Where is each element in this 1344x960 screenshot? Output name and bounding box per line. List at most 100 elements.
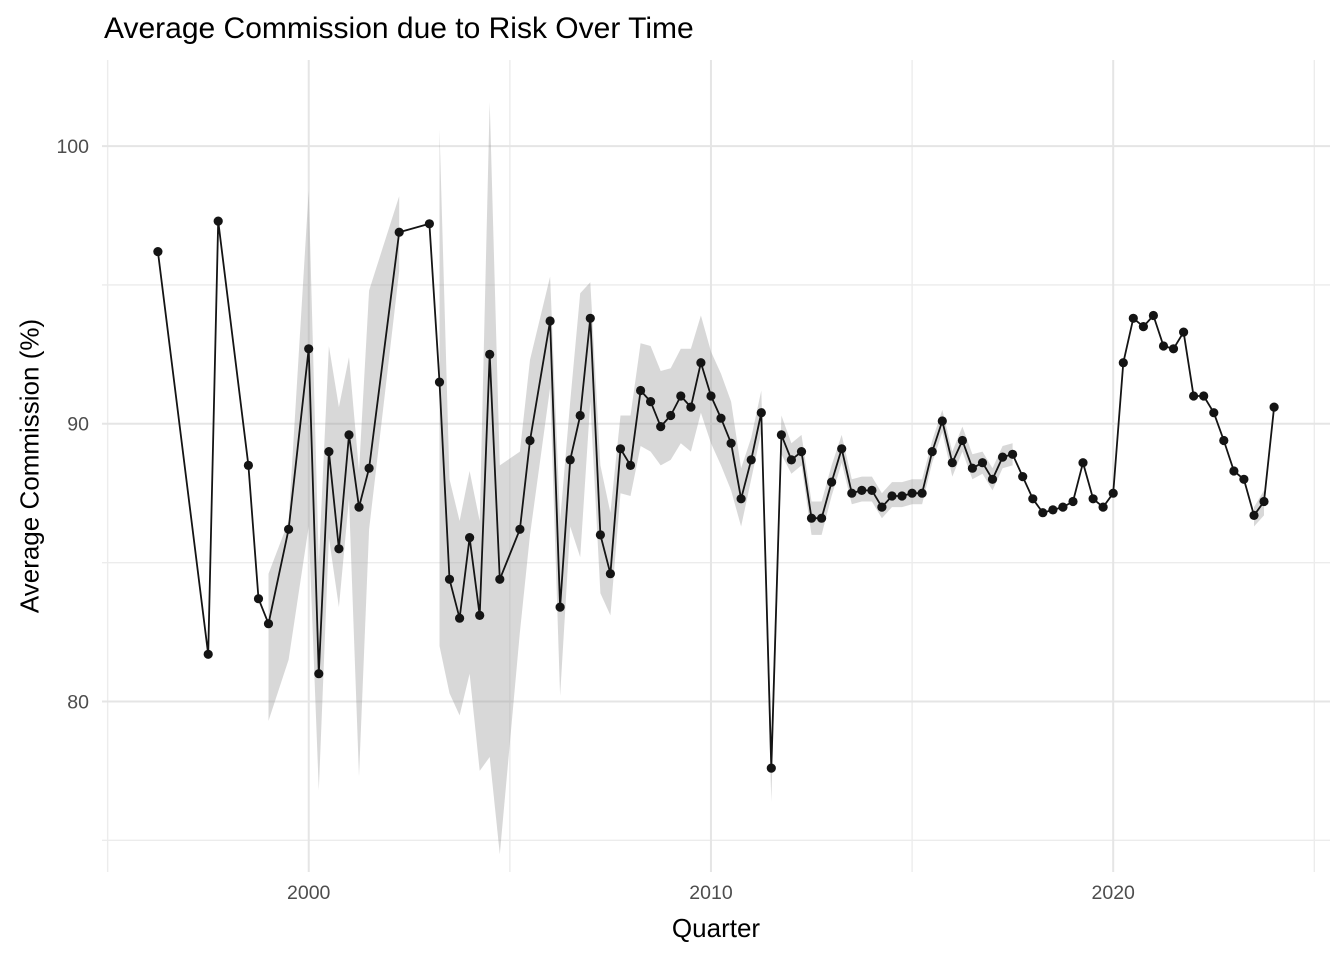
data-point — [545, 316, 555, 326]
data-point — [1028, 494, 1038, 504]
data-point — [666, 410, 676, 421]
data-point — [636, 385, 646, 396]
data-point — [887, 491, 897, 501]
data-point — [867, 485, 877, 495]
data-point — [1179, 327, 1189, 337]
data-point — [987, 474, 998, 484]
data-point — [1008, 449, 1018, 459]
data-point — [595, 530, 605, 540]
gridlines-major — [102, 60, 1330, 872]
data-point — [967, 463, 978, 473]
data-point — [736, 494, 746, 504]
data-point — [1209, 408, 1219, 418]
data-point — [786, 455, 797, 465]
data-point — [324, 447, 334, 457]
data-point — [837, 444, 847, 454]
data-point — [213, 216, 223, 226]
data-point — [696, 358, 706, 368]
gridlines-minor — [102, 60, 1330, 872]
data-point — [656, 422, 666, 432]
data-point — [394, 227, 404, 237]
data-point — [806, 513, 817, 523]
y-tick-label: 100 — [56, 136, 89, 158]
data-points — [153, 216, 1279, 773]
data-point — [1128, 313, 1138, 323]
data-point — [555, 602, 565, 612]
plot-panel: 2000 2010 2020 100 90 80 — [56, 60, 1330, 904]
data-point — [253, 594, 264, 604]
data-point — [686, 402, 696, 412]
data-point — [585, 313, 595, 323]
data-point — [1108, 488, 1118, 498]
data-point — [495, 574, 505, 584]
data-point — [575, 410, 585, 421]
data-point — [998, 452, 1008, 462]
data-point — [746, 455, 756, 465]
data-point — [726, 438, 736, 448]
data-point — [1239, 474, 1249, 484]
data-point — [153, 247, 163, 257]
data-point — [927, 447, 937, 457]
data-point — [776, 430, 787, 440]
data-point — [857, 485, 867, 495]
x-axis-title: Quarter — [671, 913, 761, 943]
data-point — [1088, 494, 1098, 504]
data-point — [907, 488, 917, 498]
data-point — [1168, 344, 1179, 354]
data-point — [465, 533, 475, 543]
data-point — [455, 613, 465, 623]
data-point — [827, 477, 837, 487]
data-point — [525, 435, 535, 446]
data-point — [1118, 358, 1128, 368]
data-point — [937, 416, 947, 426]
data-point — [1259, 496, 1269, 507]
data-point — [796, 447, 807, 457]
data-point — [847, 488, 857, 498]
data-point — [625, 460, 636, 470]
data-point — [1098, 502, 1108, 512]
data-point — [565, 455, 575, 465]
y-axis-tick-labels: 100 90 80 — [56, 136, 89, 713]
data-point — [314, 669, 324, 679]
data-point — [434, 377, 445, 387]
data-point — [756, 408, 766, 418]
data-point — [716, 413, 726, 423]
data-point — [485, 349, 495, 359]
data-point — [1148, 310, 1158, 321]
data-point — [1048, 505, 1058, 515]
data-point — [897, 491, 907, 501]
data-point — [605, 569, 615, 579]
x-tick-label: 2000 — [287, 882, 331, 904]
data-point — [1199, 391, 1209, 401]
y-tick-label: 90 — [67, 414, 89, 436]
data-point — [1158, 341, 1169, 351]
data-point — [334, 544, 344, 554]
x-tick-label: 2010 — [689, 882, 733, 904]
data-point — [1269, 402, 1279, 412]
data-point — [444, 574, 455, 584]
data-point — [676, 391, 686, 401]
data-point — [646, 397, 656, 407]
data-point — [1018, 472, 1028, 482]
data-point — [957, 435, 968, 446]
y-tick-label: 80 — [67, 691, 89, 713]
data-point — [1189, 391, 1199, 401]
data-point — [475, 610, 485, 621]
data-point — [1229, 466, 1239, 476]
data-point — [1219, 435, 1229, 446]
x-axis-tick-labels: 2000 2010 2020 — [287, 882, 1135, 904]
data-point — [615, 444, 626, 454]
data-point — [424, 219, 434, 229]
data-point — [917, 488, 927, 498]
data-point — [1249, 510, 1259, 520]
data-point — [877, 502, 887, 512]
data-point — [766, 763, 776, 773]
data-point — [947, 458, 957, 468]
data-point — [1038, 508, 1048, 518]
data-point — [344, 430, 354, 440]
data-point — [364, 463, 374, 473]
data-point — [203, 649, 213, 659]
data-point — [1058, 502, 1068, 512]
data-point — [977, 458, 988, 468]
